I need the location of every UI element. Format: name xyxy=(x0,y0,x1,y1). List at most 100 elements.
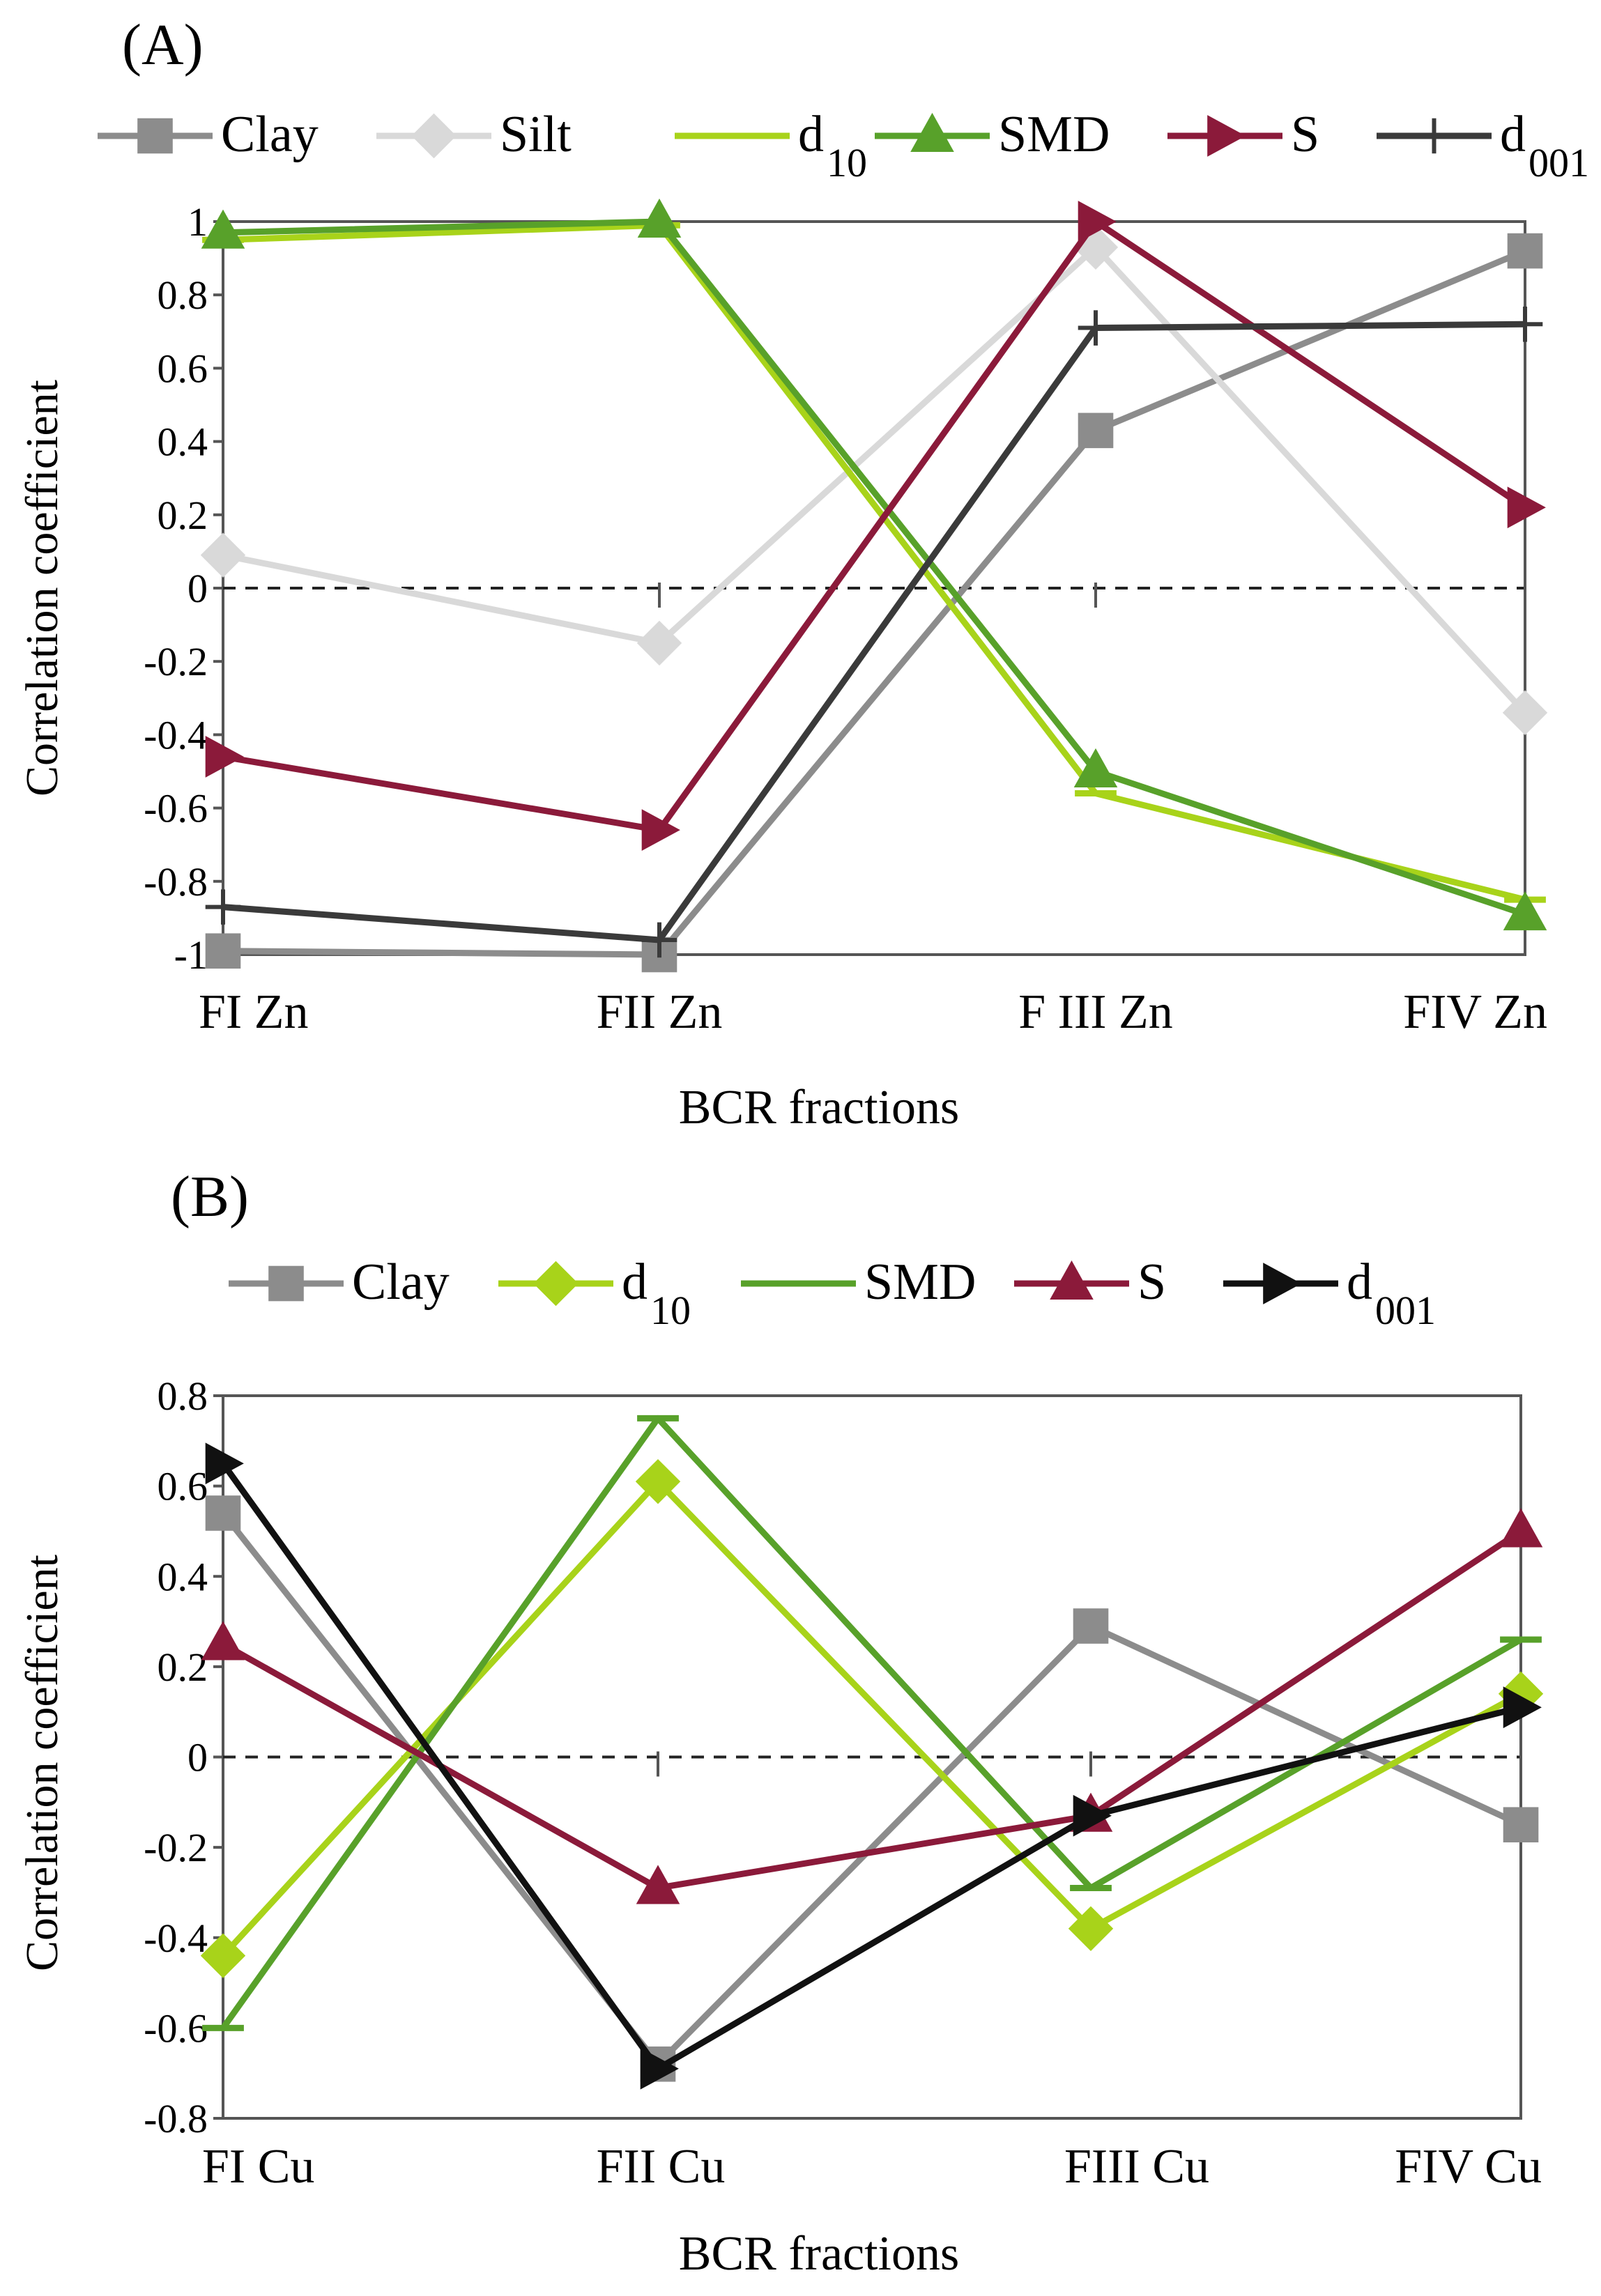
legend-label: d xyxy=(1347,1254,1372,1311)
series-line xyxy=(220,1511,1522,2067)
legend-item-clay: Clay xyxy=(98,106,319,163)
data-point xyxy=(205,1442,244,1485)
y-tick-label: -0.2 xyxy=(144,1825,208,1870)
panel-label: (A) xyxy=(122,13,204,77)
legend-item-d001: d 001 xyxy=(1223,1254,1436,1333)
legend-marker xyxy=(1263,1263,1302,1304)
series-line xyxy=(222,244,1528,715)
legend-marker xyxy=(1050,1260,1094,1300)
series-line xyxy=(222,222,1526,903)
x-category-label: FI Zn xyxy=(199,985,309,1039)
legend-item-s: S xyxy=(1014,1254,1166,1311)
legend-label: Clay xyxy=(352,1254,450,1311)
legend-item-d10: d 10 xyxy=(498,1254,691,1333)
data-point xyxy=(1507,233,1543,269)
data-point xyxy=(641,809,680,852)
series-clay xyxy=(205,233,1543,973)
y-tick-label: 0.2 xyxy=(158,1644,208,1690)
data-point xyxy=(637,198,682,238)
series-smd xyxy=(201,198,1547,931)
y-tick-label: -0.6 xyxy=(144,2005,208,2051)
data-point xyxy=(205,933,241,969)
legend-label-subscript: 10 xyxy=(827,140,867,185)
data-point xyxy=(1502,690,1548,736)
legend-label: Silt xyxy=(500,106,572,163)
data-point xyxy=(201,1621,245,1661)
data-point xyxy=(201,209,245,249)
y-tick-label: -0.8 xyxy=(144,859,208,904)
y-tick-label: -0.4 xyxy=(144,712,208,757)
series-line xyxy=(222,321,1526,943)
y-tick-label: 0.4 xyxy=(158,1554,208,1599)
legend-label: Clay xyxy=(221,106,319,163)
legend-item-silt: Silt xyxy=(376,106,572,163)
legend-label: S xyxy=(1291,106,1319,163)
legend-marker xyxy=(533,1261,579,1307)
legend-item-s: S xyxy=(1167,106,1319,163)
data-point xyxy=(636,620,682,666)
legend-marker xyxy=(1416,118,1452,154)
data-point xyxy=(1078,413,1114,449)
series-d001 xyxy=(205,306,1543,958)
legend-marker xyxy=(268,1265,304,1302)
legend-label-subscript: 10 xyxy=(650,1288,691,1333)
y-tick-label: 0.4 xyxy=(158,419,208,465)
x-category-label: FII Zn xyxy=(597,985,723,1039)
x-category-label: FIII Cu xyxy=(1064,2140,1209,2194)
series-line xyxy=(222,218,1527,833)
legend-label-subscript: 001 xyxy=(1529,140,1589,185)
y-axis-title: Correlation coefficient xyxy=(17,380,68,796)
x-category-label: FI Cu xyxy=(202,2140,314,2194)
legend-label: d xyxy=(798,106,824,163)
y-tick-label: 0.2 xyxy=(158,493,208,538)
y-axis-title: Correlation coefficient xyxy=(17,1555,68,1971)
legend-label: S xyxy=(1137,1254,1166,1311)
legend-label: d xyxy=(1500,106,1526,163)
x-category-label: F III Zn xyxy=(1018,985,1173,1039)
y-tick-label: -0.6 xyxy=(144,786,208,831)
data-point xyxy=(641,922,677,958)
legend-item-smd: SMD xyxy=(875,106,1110,163)
x-category-label: FII Cu xyxy=(597,2140,726,2194)
y-tick-label: 0.6 xyxy=(158,1464,208,1509)
data-point xyxy=(200,532,246,578)
data-point xyxy=(205,1495,241,1531)
data-point xyxy=(205,736,244,778)
y-tick-label: 0.6 xyxy=(158,346,208,391)
y-tick-label: 0.8 xyxy=(158,272,208,318)
legend-item-d10: d 10 xyxy=(675,106,867,185)
data-point xyxy=(1073,748,1118,787)
data-point xyxy=(1073,1608,1109,1644)
series-line xyxy=(222,218,1526,918)
y-tick-label: -0.2 xyxy=(144,639,208,684)
data-point xyxy=(1503,1686,1542,1729)
legend-label: SMD xyxy=(998,106,1110,163)
data-point xyxy=(640,2047,679,2090)
legend-marker xyxy=(910,112,954,152)
x-axis-title: BCR fractions xyxy=(679,2227,959,2281)
x-category-label: FIV Zn xyxy=(1403,985,1547,1039)
legend-marker xyxy=(411,113,457,159)
x-category-label: FIV Cu xyxy=(1395,2140,1542,2194)
data-point xyxy=(1073,1794,1112,1837)
legend-marker xyxy=(1207,115,1246,157)
y-tick-label: 0 xyxy=(187,566,208,611)
data-point xyxy=(1507,306,1543,342)
panel-label: (B) xyxy=(171,1164,249,1229)
y-tick-label: -0.4 xyxy=(144,1916,208,1961)
data-point xyxy=(1068,1906,1114,1951)
data-point xyxy=(1078,310,1114,346)
legend-item-clay: Clay xyxy=(229,1254,450,1311)
data-point xyxy=(1499,1508,1543,1548)
legend-marker xyxy=(137,118,173,154)
legend-label-subscript: 001 xyxy=(1375,1288,1436,1333)
y-tick-label: -0.8 xyxy=(144,2096,208,2141)
series-line xyxy=(222,247,1526,958)
series-s xyxy=(205,201,1546,852)
y-tick-label: 0 xyxy=(187,1735,208,1780)
data-point xyxy=(205,889,241,925)
